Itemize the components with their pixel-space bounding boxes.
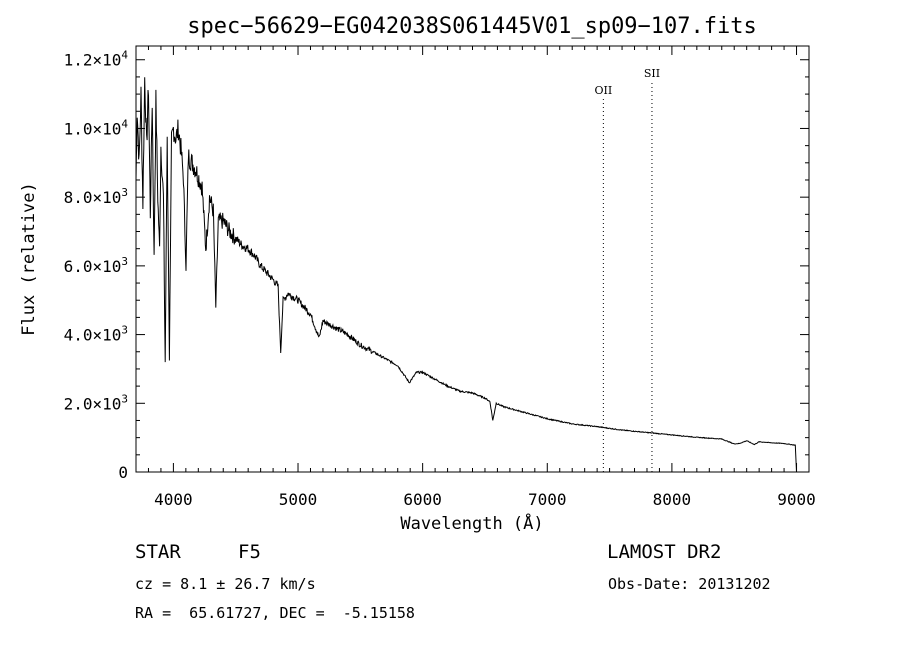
x-tick-label: 6000 xyxy=(403,490,442,509)
coordinates: RA = 65.61727, DEC = -5.15158 xyxy=(135,604,415,622)
y-tick-label: 4.0×103 xyxy=(64,324,128,345)
x-tick-label: 5000 xyxy=(279,490,318,509)
x-axis: 4000 5000 6000 7000 8000 9000 xyxy=(135,46,816,509)
chart-title: spec−56629−EG042038S061445V01_sp09−107.f… xyxy=(187,14,757,39)
y-tick-label: 1.2×104 xyxy=(64,49,129,70)
y-tick-label: 8.0×103 xyxy=(64,186,128,207)
plot-frame xyxy=(135,45,810,473)
x-tick-label: 8000 xyxy=(653,490,692,509)
line-annotations: OII SII xyxy=(595,67,660,472)
x-tick-label: 9000 xyxy=(777,490,816,509)
x-tick-label: 4000 xyxy=(154,490,193,509)
y-tick-label: 2.0×103 xyxy=(64,392,128,413)
y-axis-label: Flux (relative) xyxy=(19,182,39,336)
observation-date: Obs-Date: 20131202 xyxy=(608,575,771,593)
annotation-label: OII xyxy=(595,84,613,97)
y-tick-label: 6.0×103 xyxy=(64,255,128,276)
redshift-velocity: cz = 8.1 ± 26.7 km/s xyxy=(135,575,316,593)
y-axis: 0 2.0×103 4.0×103 6.0×103 8.0×103 1.0×104 1.2×… xyxy=(64,49,809,482)
y-tick-label: 0 xyxy=(118,463,128,482)
y-tick-label: 1.0×104 xyxy=(64,117,129,138)
x-tick-label: 7000 xyxy=(528,490,567,509)
x-axis-label: Wavelength (Å) xyxy=(400,512,543,534)
spectrum-line xyxy=(135,77,797,473)
survey-name: LAMOST DR2 xyxy=(607,541,722,563)
object-class: STAR xyxy=(135,541,181,563)
annotation-label: SII xyxy=(644,67,660,80)
object-subclass: F5 xyxy=(238,541,261,563)
